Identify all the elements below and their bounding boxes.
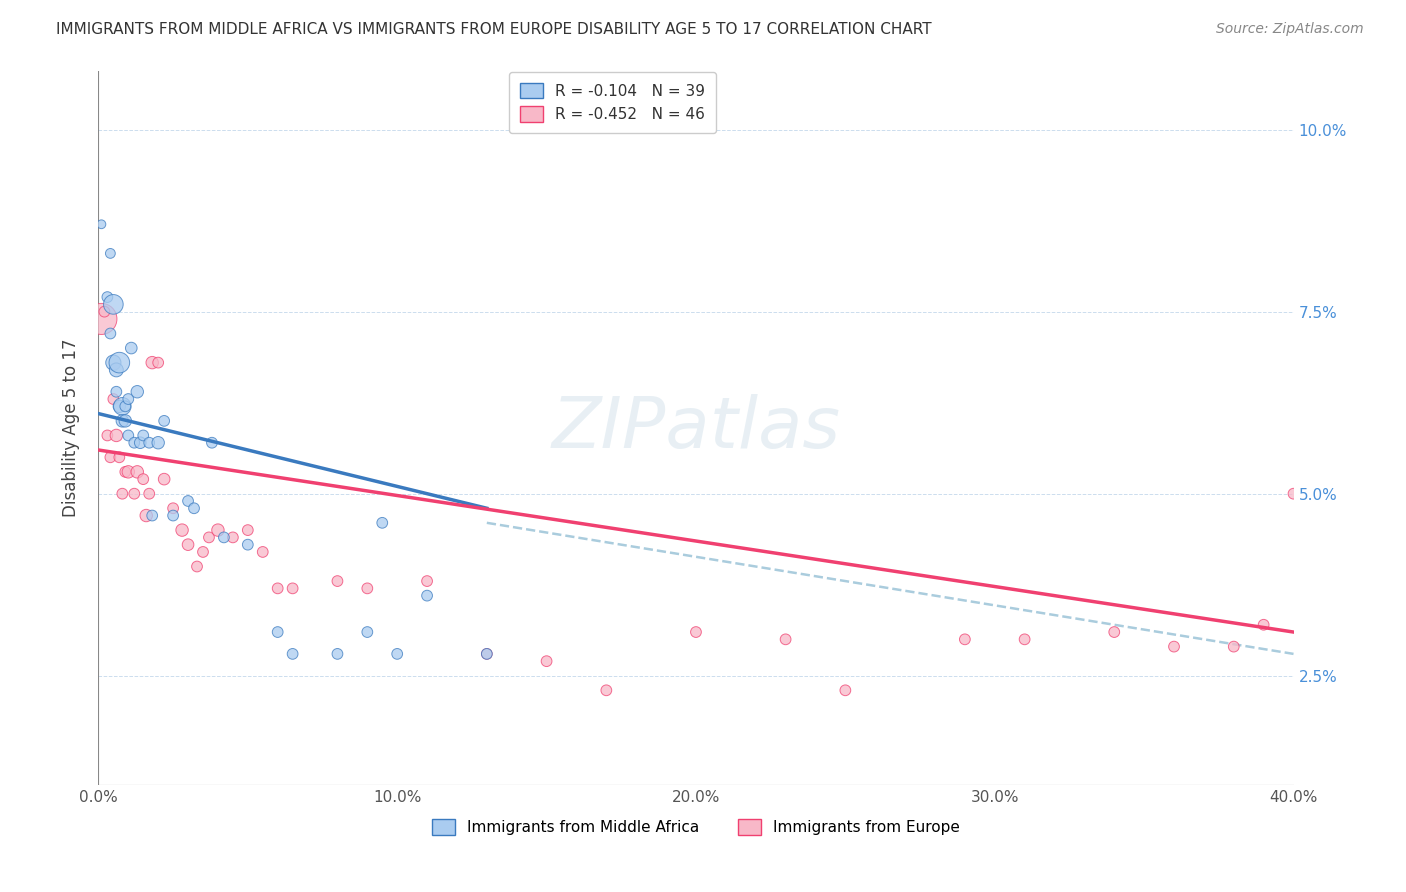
Point <box>475 647 498 661</box>
Point <box>105 428 128 442</box>
Point <box>281 647 304 661</box>
Point <box>132 428 155 442</box>
Point <box>252 545 274 559</box>
Point <box>198 530 221 544</box>
Point <box>1163 640 1185 654</box>
Point <box>267 582 290 596</box>
Point <box>207 523 229 537</box>
Point <box>132 472 155 486</box>
Point <box>129 435 152 450</box>
Y-axis label: Disability Age 5 to 17: Disability Age 5 to 17 <box>62 339 80 517</box>
Text: IMMIGRANTS FROM MIDDLE AFRICA VS IMMIGRANTS FROM EUROPE DISABILITY AGE 5 TO 17 C: IMMIGRANTS FROM MIDDLE AFRICA VS IMMIGRA… <box>56 22 932 37</box>
Point <box>111 414 134 428</box>
Point <box>1223 640 1246 654</box>
Point <box>117 428 139 442</box>
Point <box>103 392 125 406</box>
Point <box>138 486 160 500</box>
Text: ZIPatlas: ZIPatlas <box>551 393 841 463</box>
Point <box>124 486 146 500</box>
Point <box>475 647 498 661</box>
Point <box>135 508 157 523</box>
Point <box>153 414 176 428</box>
Point <box>1282 486 1305 500</box>
Point <box>1253 617 1275 632</box>
Point <box>93 304 115 318</box>
Point <box>1014 632 1036 647</box>
Point <box>385 647 409 661</box>
Point <box>834 683 856 698</box>
Point <box>108 356 131 370</box>
Point <box>416 589 439 603</box>
Legend: Immigrants from Middle Africa, Immigrants from Europe: Immigrants from Middle Africa, Immigrant… <box>426 814 966 841</box>
Point <box>111 400 134 414</box>
Point <box>326 647 349 661</box>
Point <box>114 414 136 428</box>
Point <box>186 559 208 574</box>
Point <box>103 356 125 370</box>
Point <box>117 392 139 406</box>
Point <box>267 625 290 640</box>
Point <box>103 297 125 311</box>
Point <box>685 625 707 640</box>
Point <box>356 582 378 596</box>
Point <box>98 246 122 260</box>
Point <box>105 384 128 399</box>
Point <box>775 632 797 647</box>
Point <box>356 625 378 640</box>
Point <box>236 523 259 537</box>
Point <box>201 435 224 450</box>
Point <box>153 472 176 486</box>
Point <box>177 494 200 508</box>
Text: Source: ZipAtlas.com: Source: ZipAtlas.com <box>1216 22 1364 37</box>
Point <box>90 217 112 231</box>
Point <box>371 516 394 530</box>
Point <box>114 400 136 414</box>
Point <box>183 501 205 516</box>
Point <box>117 465 139 479</box>
Point <box>162 508 184 523</box>
Point <box>326 574 349 588</box>
Point <box>416 574 439 588</box>
Point <box>172 523 194 537</box>
Point <box>148 435 170 450</box>
Point <box>595 683 617 698</box>
Point <box>281 582 304 596</box>
Point <box>141 508 163 523</box>
Point <box>114 465 136 479</box>
Point <box>105 363 128 377</box>
Point <box>96 428 118 442</box>
Point <box>124 435 146 450</box>
Point <box>191 545 214 559</box>
Point <box>98 326 122 341</box>
Point <box>108 400 131 414</box>
Point <box>953 632 976 647</box>
Point <box>127 465 149 479</box>
Point <box>536 654 558 668</box>
Point <box>162 501 184 516</box>
Point <box>108 450 131 465</box>
Point <box>127 384 149 399</box>
Point <box>90 312 112 326</box>
Point <box>177 538 200 552</box>
Point <box>120 341 142 355</box>
Point <box>148 356 170 370</box>
Point <box>141 356 163 370</box>
Point <box>212 530 235 544</box>
Point <box>96 290 118 304</box>
Point <box>236 538 259 552</box>
Point <box>222 530 245 544</box>
Point <box>98 450 122 465</box>
Point <box>1104 625 1126 640</box>
Point <box>138 435 160 450</box>
Point <box>111 486 134 500</box>
